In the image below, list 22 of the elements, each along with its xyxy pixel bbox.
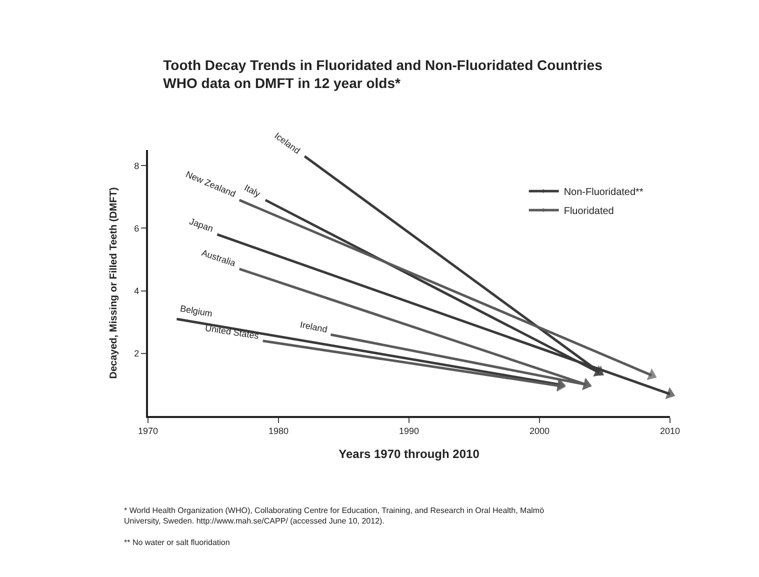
x-axis-title: Years 1970 through 2010	[338, 447, 480, 462]
x-tick-label: 1980	[268, 426, 289, 436]
y-tick-label: 4	[134, 286, 140, 296]
chart-subtitle: WHO data on DMFT in 12 year olds*	[163, 75, 401, 92]
text: ** No water or salt fluoridation	[124, 538, 230, 547]
y-tick-label: 6	[134, 223, 140, 234]
annotation: Japan	[188, 216, 215, 234]
x-tick-label: 2010	[660, 426, 680, 436]
legend-label: Non-Fluoridated**	[564, 187, 644, 198]
legend-label: Fluoridated	[564, 206, 614, 217]
x-tick-label: 2000	[529, 426, 550, 436]
chart-title: Tooth Decay Trends in Fluoridated and Non-Fluoridated Countries	[163, 57, 603, 73]
x-tick-label: 1990	[398, 426, 420, 436]
y-axis-title: Decayed, Missing or Filled Teeth (DMFT)	[108, 187, 120, 379]
annotation: Ireland	[299, 319, 328, 335]
annotation: Italy	[242, 182, 262, 200]
x-tick-label: 1970	[138, 426, 158, 436]
annotation: United States	[204, 322, 260, 341]
text: * World Health Organization (WHO), Collaborating Centre for Education, Training, and Research in Oral Health, Malmö University, Sweden. http://www.mah.se/CAPP/ (accessed June 10, 2012).	[124, 506, 545, 526]
y-tick-label: 8	[134, 160, 140, 171]
annotation: Belgium	[179, 303, 214, 319]
y-tick-label: 2	[134, 348, 140, 359]
